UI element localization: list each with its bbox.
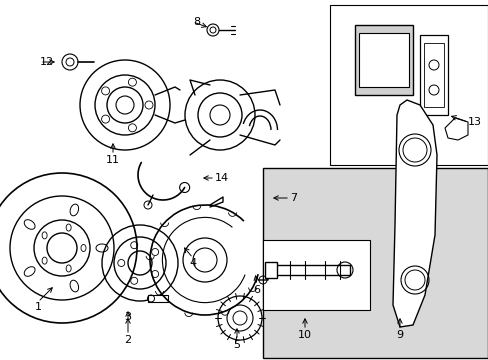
Text: 8: 8: [193, 17, 200, 27]
Bar: [358, 33, 408, 87]
Text: 3: 3: [124, 312, 131, 322]
Bar: [263, 240, 369, 310]
Text: 9: 9: [396, 330, 403, 340]
Bar: [419, 35, 447, 115]
Bar: [148, 295, 168, 302]
Text: 4: 4: [189, 258, 196, 268]
Text: 13: 13: [467, 117, 481, 127]
Polygon shape: [392, 100, 436, 327]
Text: 12: 12: [40, 57, 54, 67]
Bar: [329, 5, 487, 165]
Text: 1: 1: [35, 302, 41, 312]
Text: 5: 5: [233, 340, 240, 350]
Text: 11: 11: [106, 155, 120, 165]
Text: 10: 10: [297, 330, 311, 340]
Bar: [354, 25, 412, 95]
Text: 6: 6: [253, 285, 260, 295]
Bar: [263, 168, 487, 358]
Polygon shape: [444, 118, 467, 140]
Text: 2: 2: [124, 335, 131, 345]
Text: 14: 14: [215, 173, 229, 183]
Text: 7: 7: [289, 193, 297, 203]
Bar: [264, 262, 276, 278]
Bar: [274, 265, 349, 275]
Bar: [423, 43, 443, 107]
